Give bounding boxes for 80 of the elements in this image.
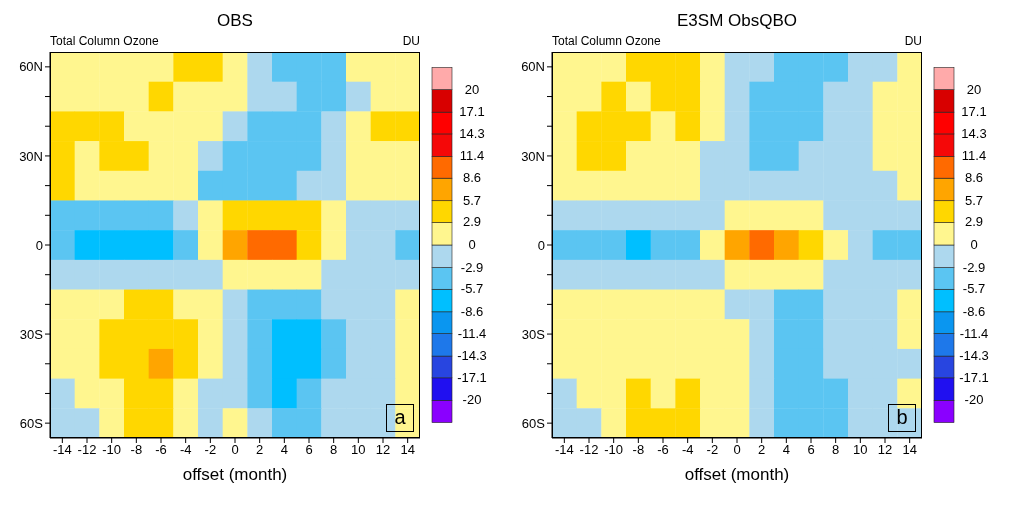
color-bar-label: 0: [468, 237, 476, 252]
color-bar-label: -17.1: [959, 369, 989, 385]
text: DU: [904, 34, 922, 48]
chart-title: OBS: [216, 10, 254, 32]
color-bar-label: 14.3: [459, 125, 485, 141]
color-bar-label: -17.1: [457, 369, 487, 385]
x-tick-label: 10: [351, 442, 366, 458]
color-bar-label: 20: [464, 81, 480, 97]
text: Total Column Ozone: [552, 34, 661, 48]
color-bar-label: 17.1: [961, 104, 987, 120]
y-tick-label: 0: [537, 237, 545, 253]
y-tick-label: 30N: [521, 148, 545, 164]
color-bar-label: 0: [970, 237, 978, 252]
x-tick-label: -12: [77, 442, 97, 458]
y-tick-label: 30S: [19, 326, 44, 342]
y-tick-label: 30N: [19, 148, 43, 164]
x-tick-label: 2: [256, 442, 264, 458]
x-tick-label: -14: [52, 442, 72, 458]
color-bar-label: -11.4: [959, 325, 989, 341]
x-tick-label: 12: [877, 442, 893, 458]
x-tick-label: -12: [579, 442, 599, 458]
x-tick-label: 6: [305, 442, 313, 458]
annotation: a: [386, 404, 414, 432]
x-tick-label: -6: [155, 442, 167, 458]
color-bar-label: 5.7: [964, 192, 984, 208]
annotation: b: [888, 404, 916, 432]
x-tick-label: 4: [280, 442, 288, 458]
y-tick-label: 60S: [521, 415, 546, 431]
x-tick-label: -10: [604, 442, 624, 458]
color-bar-label: -11.4: [457, 325, 487, 341]
text: Total Column Ozone: [50, 34, 159, 48]
color-bar-label: -2.9: [460, 259, 484, 275]
x-tick-label: 8: [330, 442, 338, 458]
x-tick-label: -8: [130, 442, 143, 458]
x-tick-label: -4: [681, 442, 694, 458]
color-bar-label: -2.9: [962, 259, 986, 275]
y-tick-label: 60N: [19, 59, 43, 75]
x-tick-label: 14: [902, 442, 917, 458]
x-tick-label: -10: [102, 442, 122, 458]
x-tick-label: -14: [554, 442, 574, 458]
x-tick-label: -2: [204, 442, 217, 458]
color-bar-label: 14.3: [961, 125, 987, 141]
color-bar-label: 8.6: [964, 170, 984, 186]
x-tick-label: -2: [706, 442, 719, 458]
x-tick-label: 10: [853, 442, 868, 458]
y-tick-label: 60N: [521, 59, 545, 75]
color-bar-label: -20: [964, 392, 984, 408]
x-tick-label: 0: [733, 442, 741, 458]
color-bar-label: -20: [462, 392, 482, 408]
x-tick-label: 14: [400, 442, 415, 458]
x-tick-label: -8: [632, 442, 645, 458]
color-bar-label: 11.4: [459, 148, 485, 164]
y-tick-label: 60S: [19, 415, 44, 431]
x-tick-label: 6: [807, 442, 815, 458]
color-bar-label: 11.4: [961, 148, 987, 164]
x-tick-label: 12: [375, 442, 391, 458]
color-bar-label: -5.7: [460, 281, 484, 297]
color-bar-label: 8.6: [462, 170, 482, 186]
y-tick-label: 30S: [521, 326, 546, 342]
color-bar-label: -14.3: [457, 348, 487, 364]
color-bar-label: 2.9: [964, 214, 984, 230]
chart-title: E3SM ObsQBO: [676, 10, 798, 32]
color-bar-label: 5.7: [462, 192, 482, 208]
x-tick-label: 2: [758, 442, 766, 458]
y-tick-label: 0: [35, 237, 43, 253]
color-bar-label: 17.1: [459, 104, 485, 120]
color-bar-label: 20: [966, 81, 982, 97]
text: DU: [402, 34, 420, 48]
x-tick-label: 8: [832, 442, 840, 458]
x-tick-label: -6: [657, 442, 669, 458]
color-bar-label: -8.6: [460, 303, 484, 319]
color-bar-label: -5.7: [962, 281, 986, 297]
x-axis-title: offset (month): [684, 465, 790, 484]
x-tick-label: -4: [179, 442, 192, 458]
x-axis-title: offset (month): [182, 465, 288, 484]
color-bar-label: -14.3: [959, 348, 989, 364]
x-tick-label: 0: [231, 442, 239, 458]
color-bar-label: 2.9: [462, 214, 482, 230]
color-bar-label: -8.6: [962, 303, 986, 319]
x-tick-label: 4: [782, 442, 790, 458]
